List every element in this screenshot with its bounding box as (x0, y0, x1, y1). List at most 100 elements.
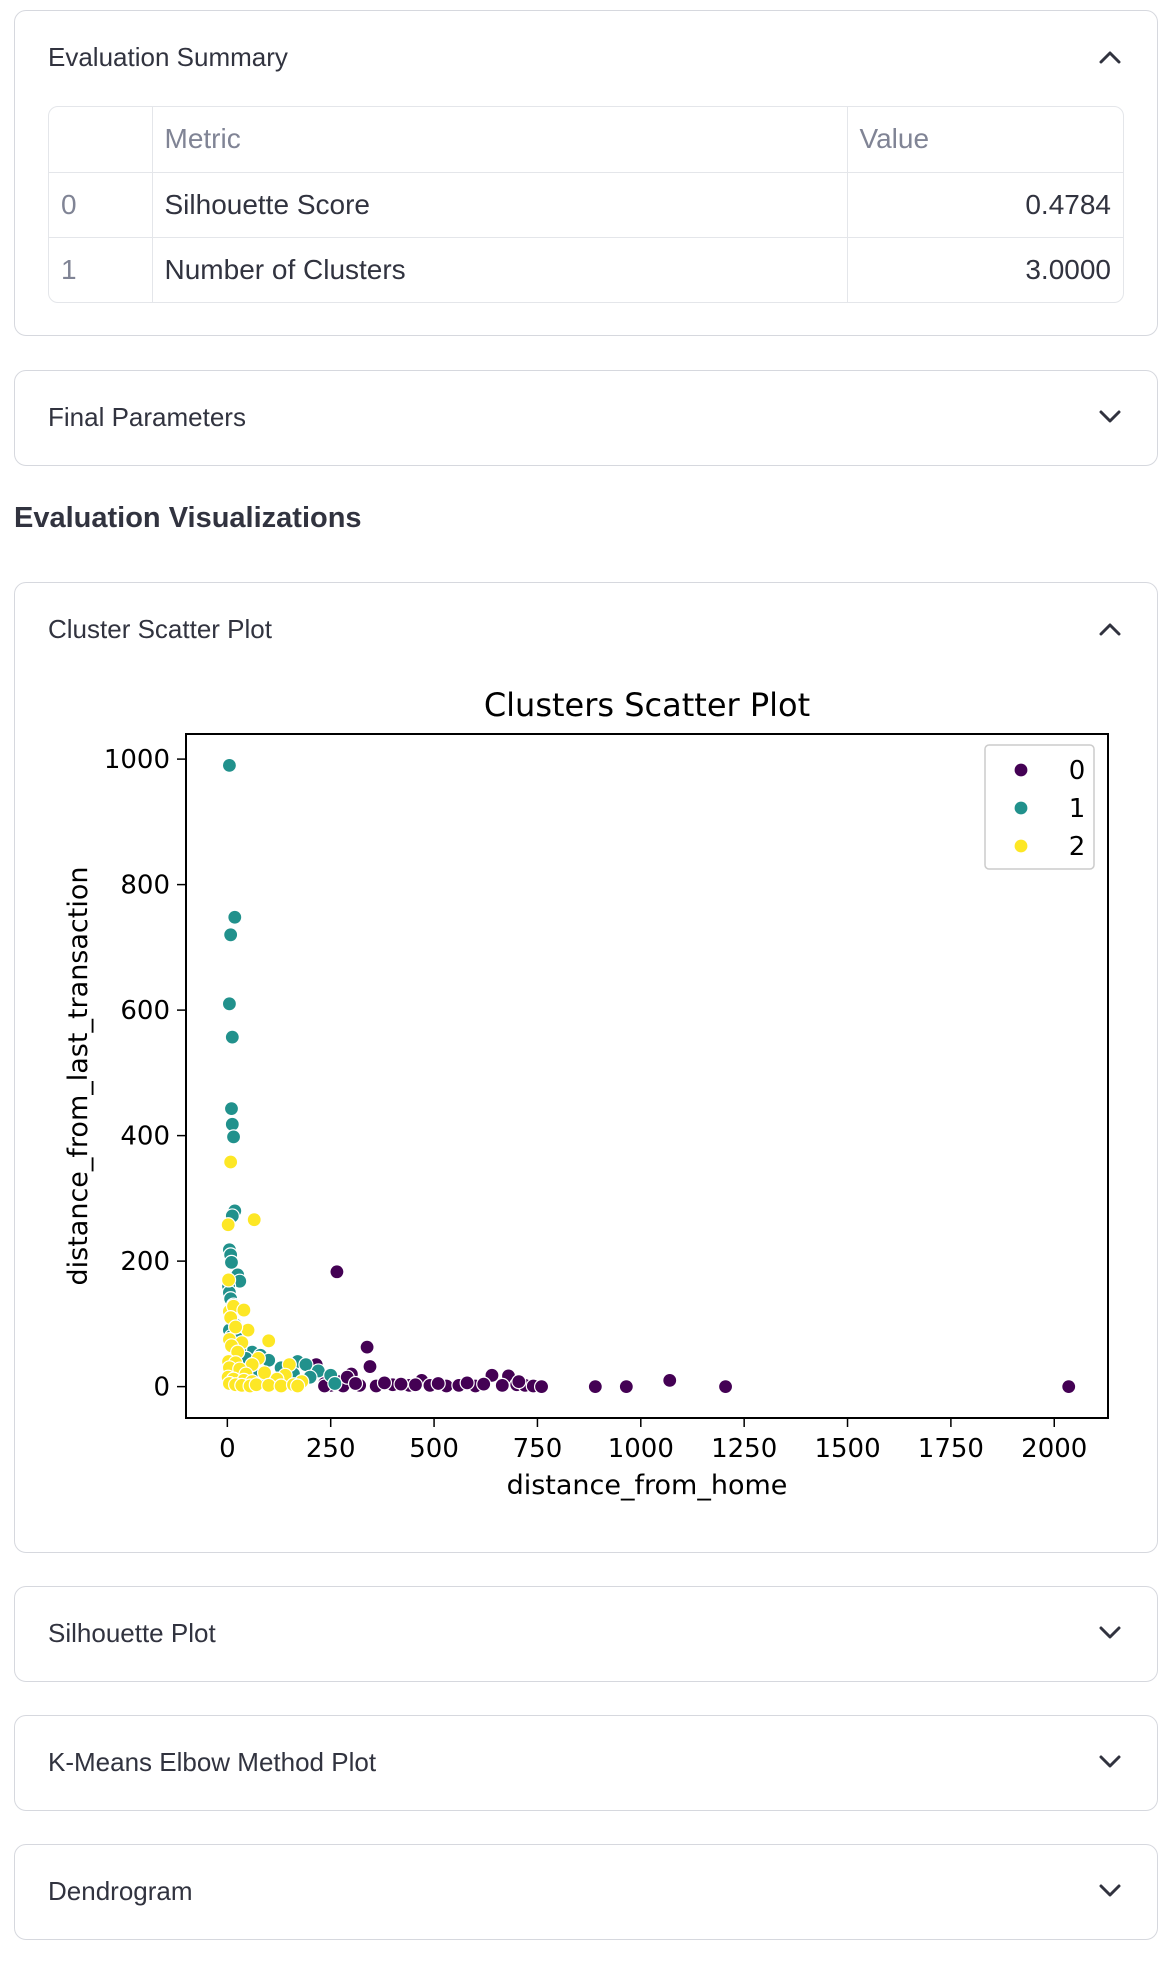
legend-label: 1 (1069, 794, 1086, 824)
scatter-point (223, 1154, 239, 1170)
scatter-point (298, 1357, 314, 1373)
cluster-scatter-title: Cluster Scatter Plot (48, 613, 272, 644)
silhouette-plot-header[interactable]: Silhouette Plot (15, 1587, 1157, 1679)
scatter-point (329, 1264, 345, 1280)
legend-marker (1013, 838, 1029, 854)
x-tick-label: 500 (409, 1434, 459, 1464)
scatter-point (459, 1375, 475, 1391)
x-tick-label: 1000 (608, 1434, 674, 1464)
scatter-point (717, 1379, 734, 1395)
scatter-point (220, 1217, 236, 1233)
scatter-point (407, 1377, 424, 1393)
scatter-point (476, 1376, 492, 1392)
scatter-point (618, 1379, 634, 1395)
chevron-down-icon[interactable] (1095, 402, 1125, 432)
scatter-point (587, 1379, 603, 1395)
silhouette-plot-title: Silhouette Plot (48, 1617, 216, 1648)
cluster-scatter-header[interactable]: Cluster Scatter Plot (15, 583, 1157, 675)
scatter-point (221, 996, 238, 1012)
scatter-point (511, 1374, 527, 1390)
scatter-point (236, 1302, 252, 1318)
dendrogram-expander: Dendrogram (14, 1844, 1158, 1940)
dendrogram-header[interactable]: Dendrogram (15, 1845, 1157, 1937)
y-tick-label: 400 (120, 1122, 170, 1152)
evaluation-summary-header[interactable]: Evaluation Summary (15, 11, 1157, 103)
x-tick-label: 250 (306, 1434, 356, 1464)
scatter-point (1061, 1379, 1077, 1395)
scatter-point (223, 1254, 240, 1270)
scatter-point (273, 1378, 289, 1394)
scatter-point (290, 1378, 306, 1394)
scatter-point (223, 927, 239, 943)
x-tick-label: 1750 (918, 1434, 984, 1464)
scatter-point (494, 1377, 510, 1393)
scatter-point (256, 1365, 273, 1381)
scatter-point (240, 1322, 256, 1338)
x-axis-label: distance_from_home (507, 1470, 788, 1501)
final-parameters-expander: Final Parameters (14, 370, 1158, 466)
scatter-point (225, 1129, 242, 1145)
chart-title: Clusters Scatter Plot (484, 686, 810, 724)
scatter-point (220, 1272, 237, 1288)
plot-frame (185, 733, 1109, 1419)
elbow-plot-title: K-Means Elbow Method Plot (48, 1746, 377, 1777)
final-parameters-header[interactable]: Final Parameters (15, 371, 1157, 463)
y-tick-label: 0 (153, 1373, 170, 1403)
scatter-point (362, 1358, 378, 1375)
silhouette-plot-expander: Silhouette Plot (14, 1586, 1158, 1682)
x-tick-label: 750 (513, 1434, 563, 1464)
table-cell-index: 0 (49, 172, 153, 238)
final-parameters-title: Final Parameters (48, 401, 246, 432)
table-row: 0 Silhouette Score 0.4784 (49, 172, 1123, 238)
scatter-point (347, 1375, 364, 1392)
table-header-value: Value (847, 107, 1123, 173)
y-tick-label: 600 (120, 996, 170, 1026)
table-header-metric: Metric (152, 107, 848, 173)
elbow-plot-expander: K-Means Elbow Method Plot (14, 1715, 1158, 1811)
x-tick-label: 1500 (814, 1434, 880, 1464)
table-cell-value: 0.4784 (847, 172, 1123, 238)
points-layer (220, 757, 1077, 1395)
chevron-down-icon[interactable] (1095, 1618, 1125, 1648)
y-tick-label: 800 (120, 871, 170, 901)
elbow-plot-header[interactable]: K-Means Elbow Method Plot (15, 1716, 1157, 1808)
y-tick-label: 200 (120, 1247, 170, 1277)
section-heading: Evaluation Visualizations (14, 502, 362, 534)
table-cell-metric: Number of Clusters (152, 237, 848, 302)
scatter-point (228, 1319, 244, 1335)
scatter-point (430, 1375, 446, 1392)
y-axis-label: distance_from_last_transaction (63, 867, 94, 1286)
legend-label: 2 (1069, 832, 1086, 862)
table-cell-metric: Silhouette Score (152, 172, 848, 238)
evaluation-summary-expander: Evaluation Summary Metric Value 0 Silhou… (14, 10, 1158, 336)
dendrogram-title: Dendrogram (48, 1875, 193, 1906)
chevron-up-icon[interactable] (1095, 42, 1125, 72)
table-cell-index: 1 (49, 237, 153, 302)
table-header-row: Metric Value (49, 107, 1123, 173)
chevron-down-icon[interactable] (1095, 1747, 1125, 1777)
scatter-point (376, 1375, 393, 1391)
legend-marker (1013, 762, 1029, 778)
x-tick-label: 0 (219, 1434, 236, 1464)
scatter-point (327, 1375, 343, 1392)
scatter-point (223, 1101, 240, 1117)
legend-label: 0 (1069, 756, 1086, 786)
chevron-down-icon[interactable] (1095, 1876, 1125, 1906)
x-tick-label: 2000 (1021, 1434, 1087, 1464)
scatter-point (533, 1379, 550, 1395)
scatter-point (261, 1333, 277, 1349)
chevron-up-icon[interactable] (1095, 614, 1125, 644)
evaluation-summary-table: Metric Value 0 Silhouette Score 0.4784 1… (48, 106, 1124, 303)
scatter-point (224, 1029, 240, 1045)
scatter-point (227, 909, 243, 925)
scatter-point (393, 1376, 409, 1392)
table-row: 1 Number of Clusters 3.0000 (49, 237, 1123, 302)
legend: 0 1 2 (984, 744, 1095, 870)
table-cell-value: 3.0000 (1025, 253, 1111, 285)
y-tick-label: 1000 (104, 745, 170, 775)
scatter-point (246, 1212, 262, 1228)
table-header-index (49, 107, 153, 173)
cluster-scatter-expander: Cluster Scatter Plot (14, 582, 1158, 1553)
clusters-scatter-chart: Clusters Scatter Plot 0 250 500 750 1000 1250… (63, 686, 1109, 1501)
legend-frame (984, 744, 1095, 870)
